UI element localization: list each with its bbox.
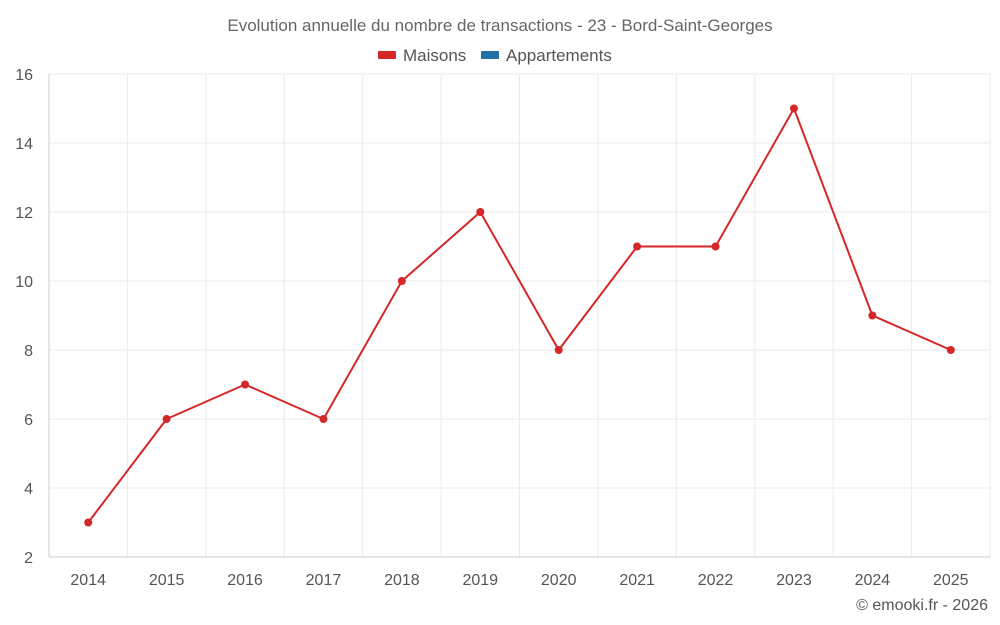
data-point-maisons[interactable] [868, 311, 877, 320]
data-point-maisons[interactable] [633, 242, 642, 251]
legend-label-appartements: Appartements [506, 46, 612, 65]
axes [48, 74, 990, 558]
x-tick-label: 2017 [306, 572, 342, 589]
legend-item-appartements[interactable]: Appartements [481, 46, 612, 65]
legend-label-maisons: Maisons [403, 46, 466, 65]
data-point-maisons[interactable] [319, 415, 328, 423]
data-point-maisons[interactable] [554, 346, 563, 354]
data-point-maisons[interactable] [84, 518, 93, 527]
x-axis-ticks: 2014 2015 2016 2017 2018 2019 2020 2021 2022 2023… [70, 572, 968, 589]
y-tick-label: 2 [24, 550, 33, 567]
y-tick-label: 6 [24, 412, 33, 429]
series-line-maisons [87, 107, 952, 524]
data-point-maisons[interactable] [397, 277, 406, 285]
gridlines [48, 73, 991, 557]
chart-credit: © emooki.fr - 2026 [856, 597, 988, 614]
data-point-maisons[interactable] [476, 208, 485, 216]
y-axis-ticks: 2 4 6 8 10 12 14 16 [15, 67, 33, 567]
x-tick-label: 2016 [227, 572, 263, 589]
x-tick-label: 2020 [541, 572, 577, 589]
legend-swatch-appartements [481, 51, 499, 59]
x-tick-label: 2024 [855, 572, 891, 589]
y-tick-label: 16 [15, 67, 33, 84]
data-point-maisons[interactable] [711, 242, 720, 251]
x-tick-label: 2021 [619, 572, 655, 589]
legend-item-maisons[interactable]: Maisons [378, 46, 466, 65]
x-tick-label: 2014 [70, 572, 106, 589]
y-tick-label: 8 [24, 343, 33, 360]
x-tick-label: 2019 [462, 572, 498, 589]
x-tick-label: 2025 [933, 572, 969, 589]
x-tick-label: 2015 [149, 572, 185, 589]
x-tick-label: 2018 [384, 572, 420, 589]
data-point-maisons[interactable] [162, 415, 171, 423]
legend: Maisons Appartements [378, 46, 612, 65]
data-point-maisons[interactable] [241, 380, 250, 389]
y-tick-label: 10 [15, 274, 33, 291]
legend-swatch-maisons [378, 51, 396, 59]
y-tick-label: 12 [15, 205, 33, 222]
x-tick-label: 2022 [698, 572, 734, 589]
chart-title: Evolution annuelle du nombre de transact… [227, 16, 772, 35]
y-tick-label: 14 [15, 136, 33, 153]
data-point-maisons[interactable] [946, 346, 955, 354]
y-tick-label: 4 [24, 481, 33, 498]
series-maisons [84, 104, 955, 527]
x-tick-label: 2023 [776, 572, 812, 589]
data-point-maisons[interactable] [789, 104, 798, 113]
